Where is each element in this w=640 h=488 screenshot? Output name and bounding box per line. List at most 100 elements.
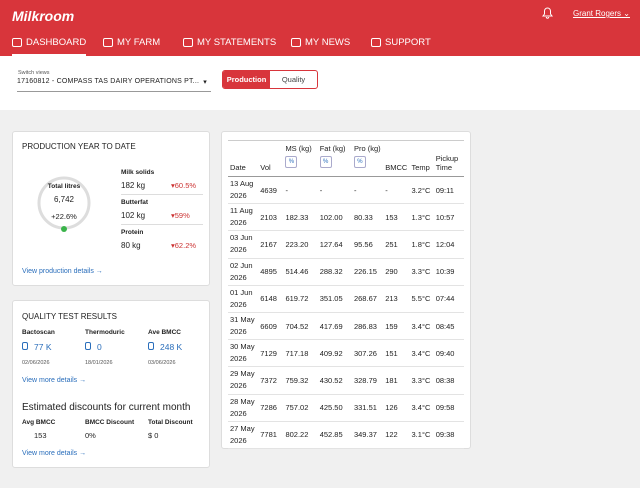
test-value: 248 K	[160, 342, 183, 352]
table-cell: 307.26	[353, 348, 377, 358]
table-cell: 1.3°C	[411, 212, 431, 222]
table-cell: 102.00	[319, 212, 343, 222]
item-change: ▾59%	[171, 211, 190, 220]
column-label: Temp	[411, 163, 430, 172]
table-cell: 12:04	[435, 239, 455, 249]
table-cell: 757.02	[285, 403, 309, 413]
quality-card: QUALITY TEST RESULTS Bactoscan 77 K 02/06/…	[12, 300, 210, 468]
nav-label: SUPPORT	[385, 37, 431, 48]
table-cell: 151	[385, 348, 398, 358]
header: Milkroom Grant Rogers ⌄ DASHBOARD MY FARM…	[0, 0, 640, 56]
nav-icon	[183, 38, 193, 47]
table-cell: 7781	[260, 430, 277, 440]
user-menu[interactable]: Grant Rogers ⌄	[573, 9, 630, 18]
table-cell: 286.83	[353, 321, 377, 331]
table-cell: 417.69	[319, 321, 343, 331]
test-value: 77 K	[34, 342, 52, 352]
column-label: Pro (kg)	[353, 144, 381, 153]
table-cell: 09:40	[435, 348, 455, 358]
table-cell: 3.4°C	[411, 321, 431, 331]
table-cell: 13 Aug 2026	[230, 179, 254, 201]
table-cell: 3.2°C	[411, 185, 431, 195]
table-cell: 01 Jun 2026	[230, 287, 253, 309]
table-row: 31 May 2026 6609 704.52 417.69 286.83 159 3.4°…	[228, 312, 464, 340]
table-cell: 6148	[260, 294, 277, 304]
table-cell: 182.33	[285, 212, 309, 222]
table-cell: 08:38	[435, 375, 455, 385]
table-cell: 288.32	[319, 267, 343, 277]
table-cell: 704.52	[285, 321, 309, 331]
percent-toggle[interactable]: %	[319, 156, 332, 168]
item-label: Milk solids	[121, 169, 155, 176]
item-change: ▾62.2%	[171, 241, 197, 250]
table-cell: 425.50	[319, 403, 343, 413]
column-header[interactable]: Fat (kg)%	[318, 141, 352, 177]
table-cell: 29 May 2026	[230, 369, 255, 391]
link[interactable]: View more details →	[22, 377, 87, 384]
tab-toggle: Production Quality	[222, 70, 318, 89]
table-cell: 153	[385, 212, 398, 222]
table-row: 30 May 2026 7129 717.18 409.92 307.26 151 3.4°…	[228, 340, 464, 367]
table-cell: -	[385, 185, 388, 195]
table-cell: 7129	[260, 348, 277, 358]
column-label: Fat (kg)	[319, 144, 346, 153]
table-cell: 80.33	[353, 212, 373, 222]
column-header[interactable]: Pro (kg)%	[352, 141, 383, 177]
nav-label: MY NEWS	[305, 37, 351, 48]
table-cell: 03 Jun 2026	[230, 233, 253, 255]
table-cell: 213	[385, 294, 398, 304]
table-cell: 268.67	[353, 294, 377, 304]
table-cell: 126	[385, 403, 398, 413]
table-cell: 27 May 2026	[230, 423, 255, 445]
percent-toggle[interactable]: %	[353, 156, 366, 168]
table-cell: 4639	[260, 185, 277, 195]
nav-item[interactable]: MY FARM	[103, 37, 160, 48]
table-cell: 5.5°C	[411, 294, 431, 304]
nav-item[interactable]: MY STATEMENTS	[183, 37, 276, 48]
nav-item[interactable]: SUPPORT	[371, 37, 431, 48]
table-cell: 6609	[260, 321, 277, 331]
table-cell: 717.18	[285, 348, 309, 358]
view-switcher: Switch views 17160812 - COMPASS TAS DAIR…	[0, 56, 640, 110]
test-icon	[22, 342, 28, 350]
column-header[interactable]: MS (kg)%	[283, 141, 317, 177]
nav-item[interactable]: DASHBOARD	[12, 37, 87, 56]
item-value: 102 kg	[121, 211, 146, 220]
table-row: 28 May 2026 7286 757.02 425.50 331.51 126 3.4°…	[228, 394, 464, 422]
tab[interactable]: Production	[223, 71, 270, 88]
item-label: Butterfat	[121, 199, 149, 206]
table-cell: 30 May 2026	[230, 342, 255, 364]
test-date: 02/06/2026	[22, 360, 50, 366]
table-cell: 3.3°C	[411, 267, 431, 277]
production-card: PRODUCTION YEAR TO DATE Total litres 6,7…	[12, 131, 210, 286]
table-cell: 3.3°C	[411, 375, 431, 385]
table-cell: 430.52	[319, 375, 343, 385]
nav-icon	[371, 38, 381, 47]
table-cell: 95.56	[353, 239, 373, 249]
column-label: BMCC	[385, 163, 408, 172]
nav-item[interactable]: MY NEWS	[291, 37, 350, 48]
gauge-value: 6,742	[53, 195, 75, 204]
test-icon	[85, 342, 91, 350]
gauge-label: Total litres	[47, 183, 81, 190]
table-cell: 619.72	[285, 294, 309, 304]
table-cell: 251	[385, 239, 398, 249]
link[interactable]: View production details →	[22, 268, 103, 275]
bell-icon[interactable]	[542, 7, 553, 19]
table-cell: 7372	[260, 375, 277, 385]
logo[interactable]: Milkroom	[12, 8, 75, 24]
percent-toggle[interactable]: %	[285, 156, 298, 168]
discount-value: $ 0	[148, 431, 159, 440]
table-cell: 09:11	[435, 185, 454, 195]
nav-label: MY STATEMENTS	[197, 37, 277, 48]
table-cell: 159	[385, 321, 398, 331]
tab[interactable]: Quality	[281, 75, 306, 84]
link[interactable]: View more details →	[22, 450, 87, 457]
farm-select[interactable]: 17160812 - COMPASS TAS DAIRY OPERATIONS …	[17, 78, 211, 92]
card-title: PRODUCTION YEAR TO DATE	[22, 142, 136, 151]
nav-icon	[12, 38, 22, 47]
column-header: Pickup Time	[434, 141, 464, 177]
collections-table: Date Vol MS (kg)% Fat (kg)% Pro (kg)% BMCC Tem…	[228, 140, 464, 449]
discount-value: 0%	[85, 431, 96, 440]
